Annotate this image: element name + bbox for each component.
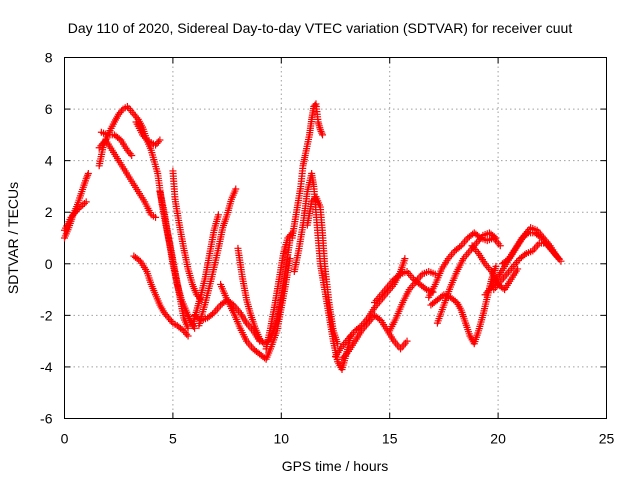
series-sat-h: [156, 188, 199, 332]
y-tick-label: -4: [40, 359, 53, 375]
x-tick-label: 5: [169, 431, 177, 447]
data-point: [317, 127, 325, 135]
data-point: [496, 242, 504, 250]
y-tick-label: 2: [45, 204, 53, 220]
data-point: [84, 170, 92, 178]
series-sat-j: [188, 211, 222, 330]
data-point: [316, 126, 324, 134]
data-point: [184, 324, 192, 332]
data-point: [456, 243, 464, 251]
data-point: [208, 310, 216, 318]
data-point: [141, 134, 149, 142]
data-point: [232, 185, 240, 193]
series-sat-f: [132, 118, 164, 149]
data-point: [401, 255, 409, 263]
data-point: [118, 107, 126, 115]
series-sat-d: [95, 136, 160, 221]
y-tick-label: 4: [45, 153, 53, 169]
y-tick-label: -6: [40, 411, 53, 427]
y-tick-labels: -6 -4 -2 0 2 4 6 8: [40, 50, 53, 427]
series-sat-ac: [468, 242, 522, 294]
data-point: [178, 326, 186, 334]
y-tick-label: 0: [45, 256, 53, 272]
series-sat-b: [61, 198, 90, 234]
series-sat-i: [169, 167, 205, 304]
x-axis-label: GPS time / hours: [282, 458, 389, 474]
data-point: [557, 257, 565, 265]
y-tick-label: 8: [45, 50, 53, 66]
y-tick-label: -2: [40, 307, 53, 323]
data-point: [311, 101, 319, 109]
data-point: [395, 271, 403, 279]
data-point: [403, 337, 411, 345]
series-sat-e: [97, 128, 136, 159]
data-point: [490, 233, 498, 241]
data-point: [82, 175, 90, 183]
y-tick-label: 6: [45, 101, 53, 117]
series-sat-p: [288, 100, 326, 242]
x-tick-label: 25: [599, 431, 615, 447]
data-point: [318, 131, 326, 139]
data-point: [183, 330, 191, 338]
data-point: [82, 198, 90, 206]
data-point: [80, 199, 88, 207]
series-sat-ab: [498, 229, 565, 268]
axis-ticks: [64, 57, 607, 419]
x-tick-label: 15: [382, 431, 398, 447]
data-point: [83, 173, 91, 181]
series-sat-g: [130, 252, 192, 340]
data-points: [61, 100, 565, 374]
data-point: [84, 171, 92, 179]
data-point: [421, 284, 429, 292]
x-tick-label: 0: [61, 431, 69, 447]
data-point: [214, 211, 222, 219]
data-point: [126, 150, 134, 158]
x-tick-labels: 0 5 10 15 20 25: [61, 431, 615, 447]
data-point: [334, 340, 342, 348]
data-point: [133, 114, 141, 122]
data-point: [318, 129, 326, 137]
data-point: [156, 136, 164, 144]
data-point: [492, 234, 500, 242]
y-axis-label: SDTVAR / TECUs: [5, 182, 21, 294]
chart-title: Day 110 of 2020, Sidereal Day-to-day VTE…: [68, 20, 573, 36]
data-point: [521, 251, 529, 259]
x-tick-label: 20: [490, 431, 506, 447]
series-sat-t: [338, 311, 411, 363]
series-sat-r: [303, 193, 342, 348]
series-sat-o: [262, 229, 296, 353]
data-point: [154, 138, 162, 146]
series-sat-m: [217, 255, 294, 363]
data-point: [184, 332, 192, 340]
series-sat-v: [386, 268, 439, 335]
data-point: [536, 233, 544, 241]
data-point: [167, 317, 175, 325]
series-sat-x: [427, 262, 500, 348]
data-point: [431, 270, 439, 278]
data-point: [152, 213, 160, 221]
data-point: [523, 230, 531, 238]
series-sat-y: [433, 229, 500, 327]
data-point: [514, 265, 522, 273]
x-tick-label: 10: [274, 431, 290, 447]
data-point: [128, 151, 136, 159]
data-point: [492, 262, 500, 270]
